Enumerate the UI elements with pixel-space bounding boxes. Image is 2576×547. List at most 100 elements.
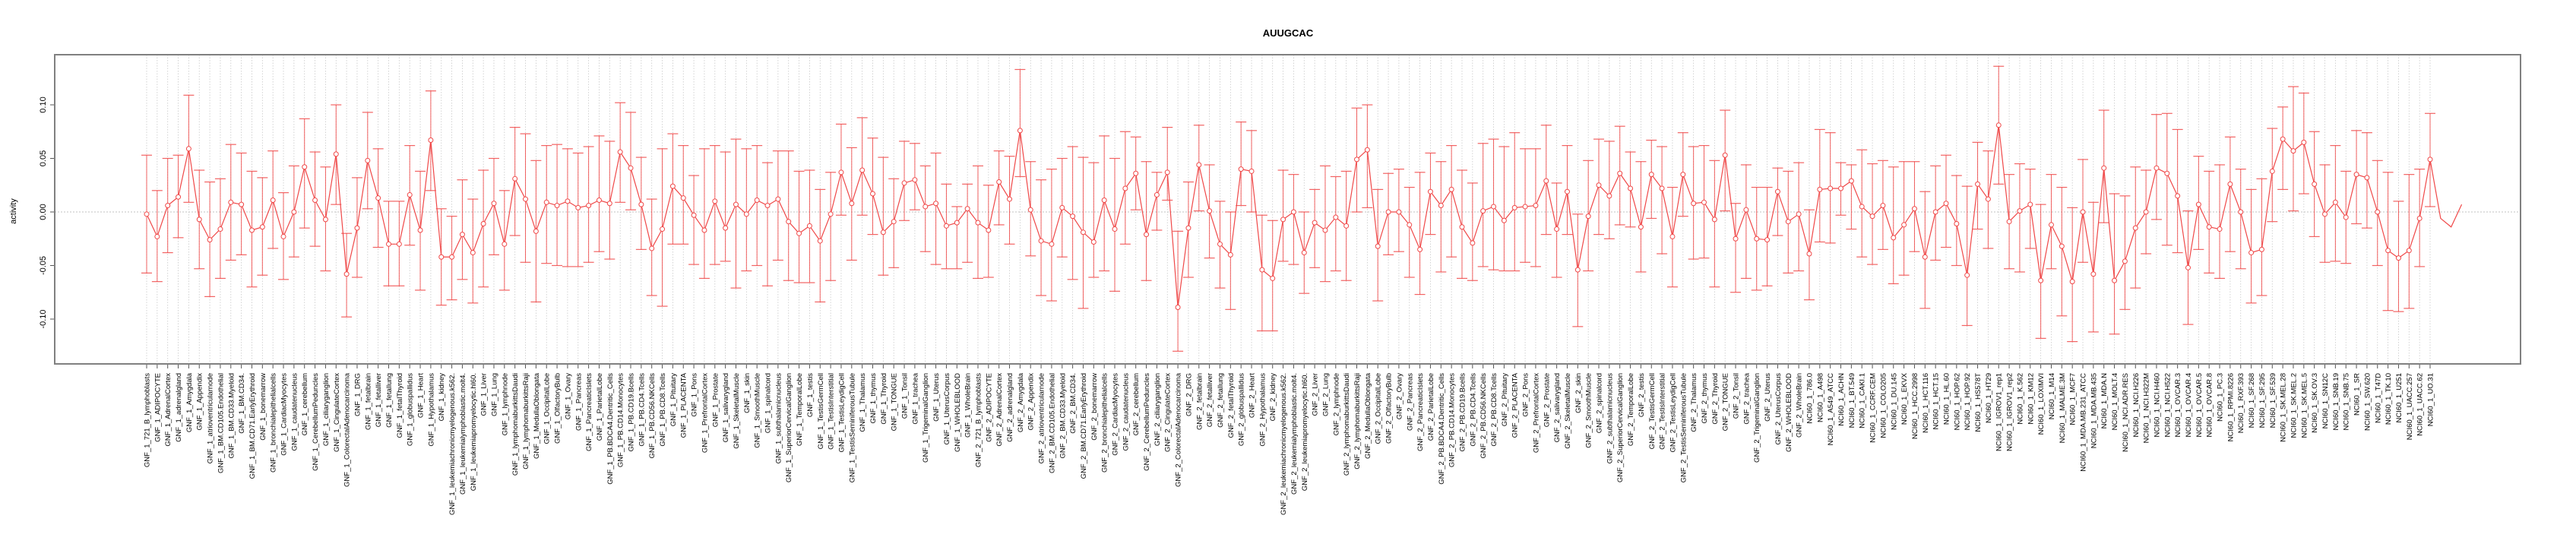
data-point [2006,219,2012,225]
data-point [764,203,771,209]
data-point [1585,213,1591,220]
data-point [617,149,623,155]
data-point [1270,275,1276,281]
data-point [2090,271,2097,277]
data-point [386,241,392,247]
x-tick-label: NCI60_1_COLO205 [1879,373,1888,438]
x-tick-label: NCI60_1_NCI.H226 [2132,373,2141,438]
x-tick-label: NCI60_1_IGROV1_rep1 [1995,373,2004,451]
data-point [2143,209,2149,215]
x-tick-label: GNF_1_DRG [353,373,362,416]
data-point [796,230,802,236]
x-tick-label: NCI60_1_SF.539 [2269,373,2277,428]
x-tick-label: NCI60_1_SK.MEL.28 [2280,373,2288,442]
data-point [1691,201,1697,207]
data-point [1196,162,1202,168]
x-tick-label: NCI60_1_A498 [1816,373,1824,422]
data-point [638,201,644,207]
x-tick-label: NCI60_1_HOP.92 [1964,373,1972,430]
x-tick-label: GNF_2_leukemialymphoblastic.molt4. [1290,373,1299,495]
data-point [1480,208,1486,214]
x-tick-label: GNF_1_BM.CD71.EarlyErythroid [248,373,257,479]
data-point [1964,272,1970,278]
x-tick-label: GNF_2_Appendix [1027,373,1036,431]
data-point [280,233,286,239]
x-tick-label: GNF_2_globuspallidus [1238,373,1246,446]
x-tick-label: NCI60_1_SK.MEL.2 [2290,373,2298,438]
x-tick-label: GNF_1_Hypothalamus [427,373,435,447]
x-tick-label: GNF_1_fetallung [385,373,394,428]
data-point [1628,185,1634,191]
data-point [354,225,360,231]
x-tick-label: GNF_2_testis [1638,373,1646,417]
x-tick-label: GNF_2_PB.CD4.Tcells [1469,373,1477,447]
data-point [154,233,160,239]
x-tick-label: GNF_2_WHOLEBLOOD [1785,373,1793,452]
data-point [1227,251,1233,258]
x-tick-label: GNF_2_PB.CD19.Bcells [1458,373,1467,452]
data-point [933,201,939,207]
x-tick-label: NCI60_1_TK.10 [2385,373,2393,425]
x-tick-label: GNF_2_lymphomaburkittsDaudi [1343,373,1351,476]
data-point [1154,191,1160,198]
x-tick-label: GNF_1_TemporalLobe [796,373,804,446]
x-tick-label: GNF_1_721_B_lymphoblasts [144,373,152,467]
x-tick-label: GNF_1_adrenalgland [175,373,183,442]
data-point [1027,207,1033,213]
x-tick-label: GNF_1_bonemarrow [259,373,267,441]
x-tick-label: GNF_1_TrigeminalGanglion [922,373,930,463]
data-point [1280,217,1286,223]
data-point [512,175,518,182]
data-point [996,179,1002,185]
data-point [912,177,918,183]
y-tick-label: 0.00 [39,204,48,220]
data-point [2427,157,2433,163]
x-tick-label: GNF_2_fetalliver [1206,373,1214,427]
data-point [2112,277,2118,283]
data-point [248,227,255,233]
x-tick-label: GNF_2_CingulateCortex [1164,373,1172,452]
x-tick-label: NCI60_1_T47D [2374,373,2382,423]
chart-title: AUUGCAC [1263,27,1314,39]
data-point [1185,225,1191,231]
x-tick-label: GNF_2_PB.CD14.Monocytes [1448,373,1457,467]
data-point [2395,255,2401,261]
data-point [428,138,434,144]
data-point [2122,258,2128,264]
x-tick-label: GNF_2_PB.BDCA4.Dentritic_Cells [1438,373,1446,485]
data-point [2164,170,2170,176]
x-tick-label: NCI60_1_RXF.393 [2237,373,2245,433]
x-tick-label: GNF_2_BM.CD33.Myeloid [1059,373,1067,458]
data-point [1859,204,1865,210]
data-point [1648,172,1654,178]
x-tick-label: GNF_1_TestisLeydigCell [837,373,846,453]
x-tick-label: GNF_2_ADIPOCYTE [985,373,993,442]
x-tick-label: GNF_2_BM.CD34. [1069,373,1078,434]
data-point [754,197,760,203]
x-tick-label: GNF_1_salivarygland [722,373,730,442]
x-tick-label: GNF_2_ParietalLobe [1427,373,1435,441]
x-tick-label: GNF_1_ColorectalAdenocarcinoma [343,372,352,487]
data-points [144,122,2433,310]
data-point [1038,238,1044,244]
x-tick-label: GNF_2_SkeletalMuscle [1564,373,1572,449]
data-point [1932,209,1938,215]
x-tick-label: GNF_2_BM.CD71.EarlyErythroid [1080,373,1088,479]
data-point [259,224,265,230]
x-tick-label: NCI60_1_SF.268 [2248,373,2256,428]
x-tick-label: NCI60_1_M14 [2048,373,2056,419]
data-point [2375,209,2381,215]
data-point [1427,188,1433,194]
data-point [1711,217,1717,223]
x-tick-label: GNF_2_Lung [1321,373,1330,416]
x-tick-label: NCI60_1_SF.295 [2258,373,2267,428]
data-point [1922,254,1928,260]
data-point [438,254,445,260]
data-point [449,254,455,260]
data-point [1533,203,1539,209]
x-tick-label: NCI60_1_KM12 [2027,373,2035,425]
data-point [1891,235,1897,241]
x-tick-label: GNF_1_Tonsil [901,373,910,419]
data-point [1985,196,1991,202]
x-tick-label: GNF_1_thymus [869,373,878,424]
